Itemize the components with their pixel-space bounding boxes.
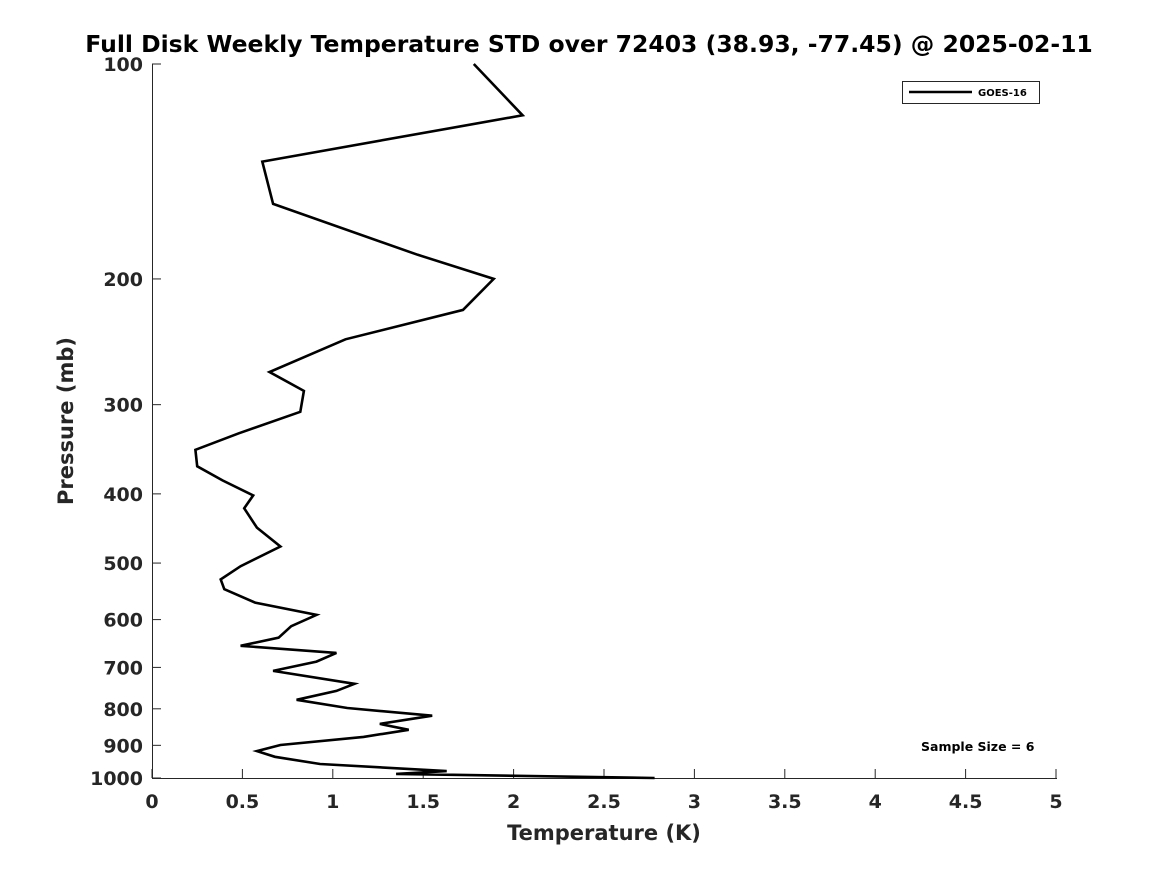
legend-label-goes-16: GOES-16 — [978, 88, 1027, 99]
series-layer — [193, 63, 655, 780]
y-tick-label: 100 — [103, 54, 143, 76]
x-ticks: 0 0.5 1 1.5 2 2.5 3 3.5 4 4.5 5 — [145, 769, 1063, 813]
x-tick-label: 4.5 — [949, 791, 983, 813]
x-tick-label: 4 — [869, 791, 882, 813]
plot-axes — [152, 64, 1057, 779]
legend: GOES-16 — [902, 81, 1040, 104]
x-tick-label: 2 — [507, 791, 520, 813]
y-axis-label: Pressure (mb) — [54, 337, 78, 505]
chart-title: Full Disk Weekly Temperature STD over 72… — [85, 30, 1093, 58]
y-tick-label: 600 — [103, 610, 143, 632]
y-ticks: 100 200 300 400 500 600 700 800 900 1000 — [90, 54, 161, 790]
x-tick-label: 0.5 — [226, 791, 260, 813]
y-tick-label: 200 — [103, 269, 143, 291]
y-tick-label: 300 — [103, 395, 143, 417]
x-tick-label: 3.5 — [768, 791, 802, 813]
series-line-goes-16 — [193, 63, 655, 780]
y-tick-label: 800 — [103, 699, 143, 721]
y-tick-label: 400 — [103, 484, 143, 506]
x-tick-label: 3 — [688, 791, 701, 813]
y-tick-label: 500 — [103, 553, 143, 575]
x-tick-label: 0 — [145, 791, 158, 813]
x-tick-label: 5 — [1049, 791, 1062, 813]
x-tick-label: 1.5 — [406, 791, 440, 813]
y-tick-label: 700 — [103, 657, 143, 679]
x-tick-label: 1 — [326, 791, 339, 813]
y-tick-label: 1000 — [90, 768, 143, 790]
x-axis-label: Temperature (K) — [507, 821, 701, 845]
sample-size-annotation: Sample Size = 6 — [921, 739, 1035, 754]
y-tick-label: 900 — [103, 735, 143, 757]
x-tick-label: 2.5 — [587, 791, 621, 813]
